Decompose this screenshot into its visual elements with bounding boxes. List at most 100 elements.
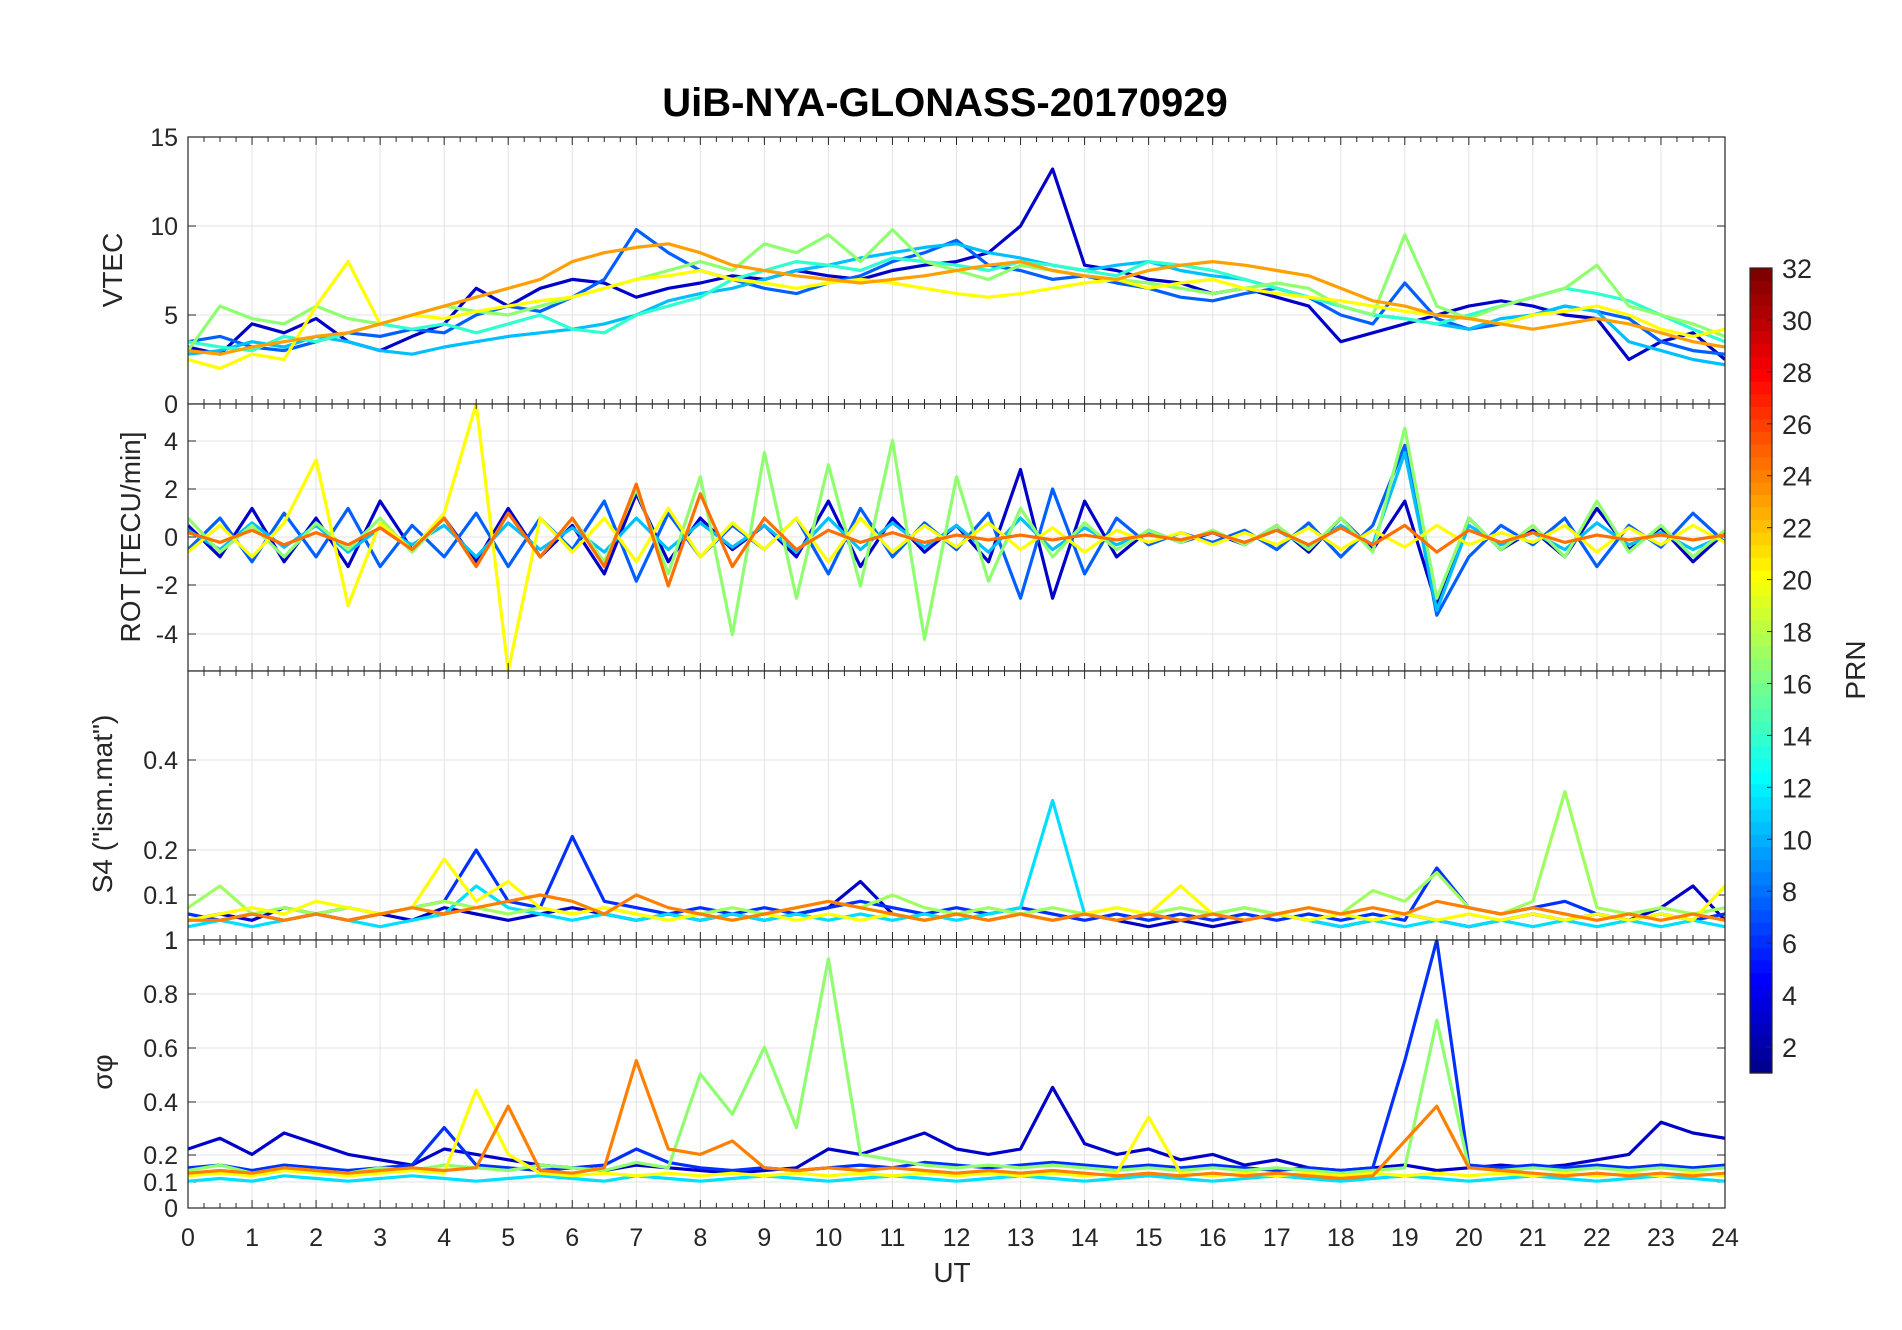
y-tick-label: 0.2: [143, 1142, 178, 1170]
x-tick-label: 11: [879, 1224, 905, 1252]
colorbar-swatch: [1750, 947, 1772, 961]
colorbar-swatch: [1750, 1022, 1772, 1036]
y-tick-label: 1: [164, 927, 178, 955]
y-tick-label: -2: [156, 572, 178, 600]
colorbar-swatch: [1750, 695, 1772, 709]
x-tick-label: 14: [1071, 1224, 1099, 1252]
colorbar-tick-label: 26: [1782, 410, 1812, 440]
colorbar-tick-label: 10: [1782, 825, 1812, 855]
colorbar-swatch: [1750, 268, 1772, 282]
colorbar-tick-label: 28: [1782, 358, 1812, 388]
chart-title: UiB-NYA-GLONASS-20170929: [662, 81, 1227, 125]
colorbar-swatch: [1750, 418, 1772, 433]
y-tick-label: 0: [164, 391, 178, 419]
colorbar-label: PRN: [1840, 640, 1871, 699]
colorbar-swatch: [1750, 431, 1772, 445]
x-tick-label: 3: [373, 1224, 387, 1252]
series-group: [188, 789, 1725, 929]
x-tick-label: 19: [1391, 1224, 1419, 1252]
colorbar-swatch: [1750, 557, 1772, 571]
y-axis-label: S4 ("ism.mat"): [87, 715, 118, 894]
colorbar-swatch: [1750, 620, 1772, 634]
colorbar-swatch: [1750, 1047, 1772, 1062]
panel-4: 00.10.2 0.4 0.6 0.8 1 σφ: [87, 927, 1726, 1223]
y-tick-label: 2: [164, 476, 178, 504]
colorbar-swatch: [1750, 607, 1772, 621]
y-tick-label: 0: [164, 524, 178, 552]
panel-2: -4 -2 0 2 4 ROT [TECU/min]: [115, 403, 1726, 672]
colorbar-swatch: [1750, 356, 1772, 370]
series-line: [188, 1174, 1725, 1183]
colorbar-swatch: [1750, 280, 1772, 294]
y-tick-label: 0.1: [143, 882, 178, 910]
y-tick-label: 0.4: [143, 747, 178, 775]
colorbar-tick-label: 24: [1782, 462, 1812, 492]
colorbar-swatch: [1750, 393, 1772, 407]
y-axis-label: ROT [TECU/min]: [115, 431, 146, 642]
x-tick-label: 12: [943, 1224, 971, 1252]
y-axis-label: σφ: [87, 1054, 118, 1089]
colorbar-swatch: [1750, 456, 1772, 470]
colorbar-swatch: [1750, 984, 1772, 999]
y-tick-label: 0.8: [143, 981, 178, 1009]
colorbar-swatch: [1750, 972, 1772, 986]
colorbar-tick-label: 18: [1782, 618, 1812, 648]
colorbar-swatch: [1750, 934, 1772, 948]
colorbar-swatch: [1750, 758, 1772, 772]
x-tick-label: 21: [1519, 1224, 1547, 1252]
colorbar-swatch: [1750, 909, 1772, 923]
colorbar-swatch: [1750, 330, 1772, 345]
x-tick-label: 5: [501, 1224, 515, 1252]
series-group: [188, 167, 1725, 370]
x-tick-label: 8: [693, 1224, 707, 1252]
colorbar-swatch: [1750, 343, 1772, 357]
x-tick-label: 20: [1455, 1224, 1483, 1252]
colorbar-tick-label: 12: [1782, 773, 1812, 803]
colorbar-tick-label: 30: [1782, 306, 1812, 336]
colorbar-swatch: [1750, 771, 1772, 785]
x-tick-label: 10: [815, 1224, 843, 1252]
x-tick-label: 4: [437, 1224, 451, 1252]
series-line: [188, 482, 1725, 588]
x-tick-label: 2: [309, 1224, 323, 1252]
colorbar-swatch: [1750, 481, 1772, 496]
colorbar-swatch: [1750, 745, 1772, 760]
x-tick-label: 17: [1263, 1224, 1291, 1252]
colorbar-tick-label: 6: [1782, 929, 1797, 959]
colorbar-tick-label: 4: [1782, 981, 1797, 1011]
colorbar-swatch: [1750, 922, 1772, 936]
colorbar-swatch: [1750, 821, 1772, 835]
series-line: [188, 404, 1725, 671]
x-tick-label: 1: [245, 1224, 259, 1252]
colorbar-swatch: [1750, 632, 1772, 646]
series-group: [188, 404, 1725, 671]
colorbar-swatch: [1750, 997, 1772, 1011]
colorbar-swatch: [1750, 532, 1772, 546]
colorbar-swatch: [1750, 582, 1772, 596]
series-line: [188, 256, 1725, 353]
x-tick-label: 15: [1135, 1224, 1163, 1252]
panel-1: 0 5 10 15 VTEC: [97, 124, 1726, 419]
series-line: [188, 450, 1725, 612]
colorbar-swatch: [1750, 469, 1772, 483]
y-tick-label: 0.4: [143, 1089, 178, 1117]
colorbar-swatch: [1750, 959, 1772, 973]
colorbar-swatch: [1750, 506, 1772, 521]
x-tick-label: 23: [1647, 1224, 1675, 1252]
x-tick-label: 9: [757, 1224, 771, 1252]
colorbar-swatch: [1750, 896, 1772, 911]
colorbar-swatch: [1750, 783, 1772, 797]
colorbar-swatch: [1750, 871, 1772, 885]
panel-frame: [187, 939, 1726, 1209]
series-line: [188, 242, 1725, 356]
series-group: [188, 940, 1725, 1183]
colorbar-swatch: [1750, 645, 1772, 659]
y-tick-label: 15: [150, 124, 178, 152]
y-tick-label: 0.1: [143, 1169, 178, 1197]
x-tick-label: 24: [1711, 1224, 1739, 1252]
colorbar-tick-label: 16: [1782, 669, 1812, 699]
colorbar-swatch: [1750, 544, 1772, 558]
